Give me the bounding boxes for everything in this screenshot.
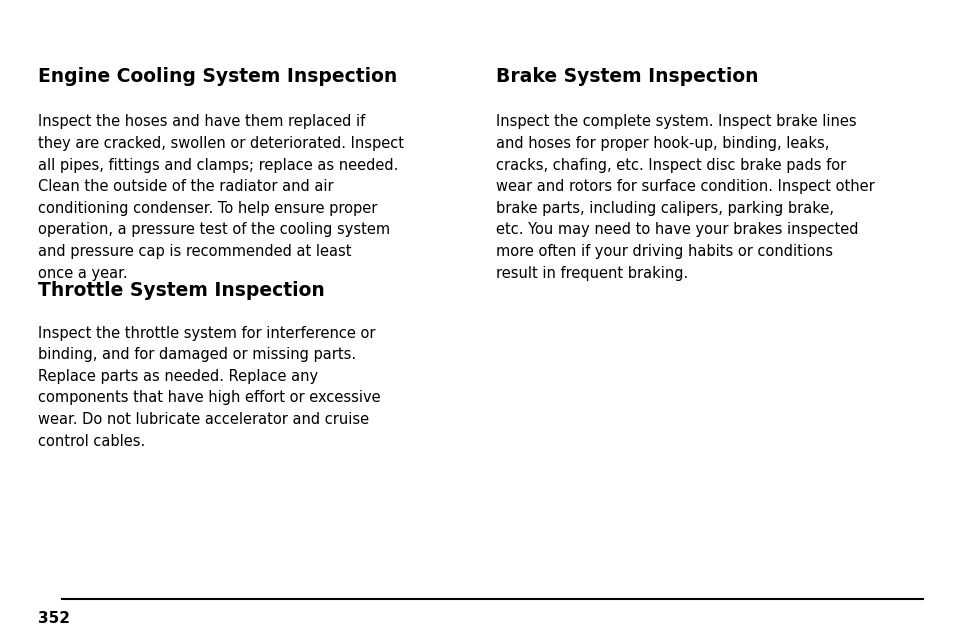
Text: Throttle System Inspection: Throttle System Inspection [38,281,325,300]
Text: Engine Cooling System Inspection: Engine Cooling System Inspection [38,67,397,86]
Text: Inspect the throttle system for interference or
binding, and for damaged or miss: Inspect the throttle system for interfer… [38,326,380,448]
Text: Brake System Inspection: Brake System Inspection [496,67,758,86]
Text: 352: 352 [38,611,71,626]
Text: Inspect the hoses and have them replaced if
they are cracked, swollen or deterio: Inspect the hoses and have them replaced… [38,114,404,280]
Text: Inspect the complete system. Inspect brake lines
and hoses for proper hook-up, b: Inspect the complete system. Inspect bra… [496,114,874,280]
